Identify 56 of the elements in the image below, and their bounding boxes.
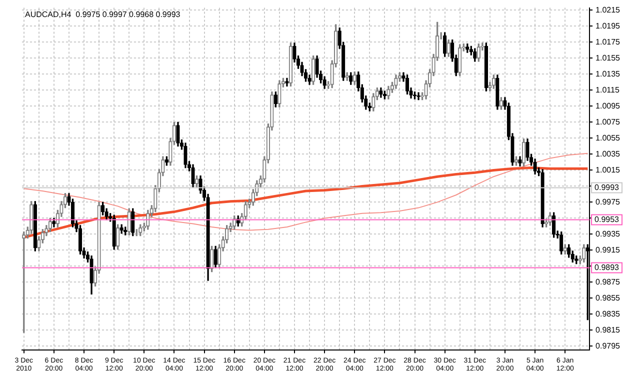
- y-tick-label: 1.0035: [596, 149, 621, 158]
- y-tick-label: 1.0135: [596, 69, 621, 78]
- candlestick: [124, 226, 128, 236]
- y-tick-label: 1.0115: [596, 85, 620, 94]
- y-tick-label: 1.0175: [596, 37, 621, 46]
- y-tick-label: 0.9855: [596, 293, 621, 302]
- candlestick: [285, 78, 289, 87]
- candlestick: [52, 218, 56, 228]
- candlestick: [446, 39, 450, 57]
- candlestick: [90, 255, 94, 295]
- y-tick-label: 1.0215: [596, 5, 621, 14]
- candlestick: [214, 246, 218, 268]
- candlestick: [274, 91, 278, 108]
- candlestick: [496, 74, 500, 110]
- ref-line-label: 0.9893: [594, 263, 620, 272]
- candlestick: [382, 90, 387, 100]
- ref-line-label: 0.9953: [594, 215, 620, 224]
- y-tick-label: 1.0195: [596, 21, 621, 30]
- candlestick: [184, 142, 188, 168]
- candlestick: [476, 43, 480, 62]
- candlestick: [563, 244, 567, 255]
- candlestick: [518, 156, 522, 167]
- y-tick-label: 1.0095: [596, 101, 621, 110]
- candlestick: [48, 218, 52, 232]
- ref-line-label: 0.9993: [594, 183, 620, 192]
- y-tick-label: 0.9915: [596, 245, 621, 254]
- candlestick: [484, 42, 488, 92]
- y-tick-label: 1.0015: [596, 165, 621, 174]
- candlestick: [386, 86, 390, 100]
- y-tick-label: 0.9815: [596, 325, 621, 334]
- y-tick-label: 0.9975: [596, 197, 621, 206]
- candlestick: [311, 55, 316, 85]
- candlestick: [176, 122, 180, 147]
- candlestick: [288, 42, 293, 87]
- candlestick: [138, 224, 142, 236]
- candlestick: [191, 164, 195, 188]
- candlestick: [379, 87, 383, 98]
- y-tick-label: 0.9835: [596, 309, 621, 318]
- y-tick-label: 1.0075: [596, 117, 621, 126]
- y-tick-label: 0.9875: [596, 277, 621, 286]
- candlestick: [582, 244, 586, 263]
- candlestick: [416, 92, 420, 100]
- chart-title: AUDCAD,H4 0.9975 0.9997 0.9968 0.9993: [25, 10, 181, 20]
- candlestick: [394, 74, 398, 89]
- y-tick-label: 0.9935: [596, 229, 621, 238]
- y-tick-label: 1.0155: [596, 53, 621, 62]
- candlestick: [560, 231, 564, 255]
- y-tick-label: 0.9795: [596, 341, 621, 350]
- candlestick: [540, 169, 544, 228]
- candlestick: [194, 175, 199, 188]
- candlestick: [116, 224, 120, 250]
- candlestick: [522, 138, 526, 167]
- y-tick-label: 1.0055: [596, 133, 621, 142]
- candlestick: [458, 44, 462, 76]
- candlestick: [278, 80, 282, 108]
- candlestick: [405, 74, 410, 95]
